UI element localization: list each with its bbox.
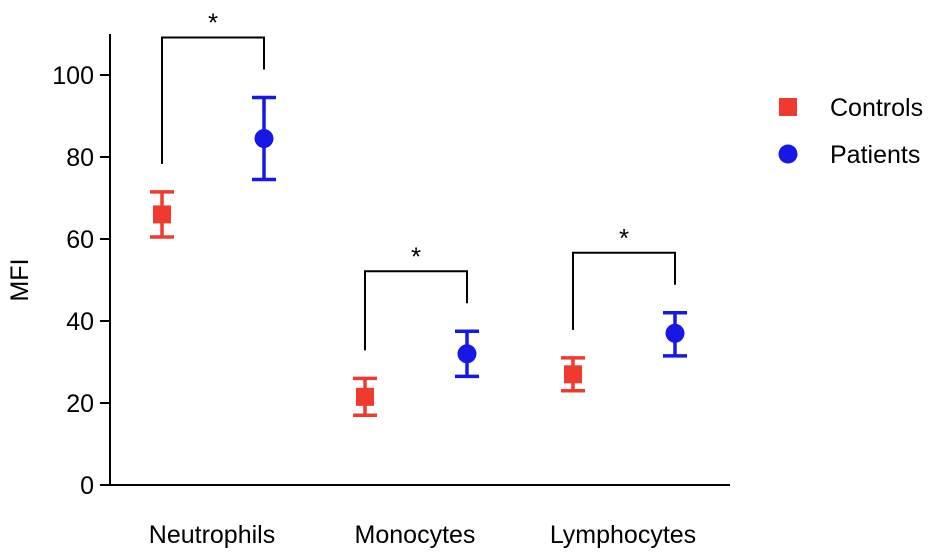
y-tick-label: 60	[66, 226, 94, 254]
legend-marker-square	[779, 98, 797, 116]
significance-bracket: *	[572, 223, 676, 330]
y-tick-label: 80	[66, 144, 94, 172]
series-patients	[252, 95, 687, 379]
series-controls	[150, 190, 585, 418]
data-point-square	[356, 387, 374, 406]
legend-marker-circle	[778, 144, 798, 164]
data-series	[150, 95, 687, 418]
y-tick-label: 40	[66, 308, 94, 336]
data-point-circle	[254, 129, 274, 149]
data-point-circle	[457, 344, 477, 364]
bracket-line	[161, 36, 265, 164]
legend-label: Patients	[830, 141, 920, 169]
legend-item-patients: Patients	[778, 141, 920, 169]
significance-star: *	[411, 241, 421, 271]
data-point-square	[564, 365, 582, 384]
axes: 0 20 40 60 80 100 Neutrophils Monocytes Lymphocy…	[52, 34, 730, 549]
significance-brackets: * * *	[161, 8, 676, 351]
y-tick-label: 20	[66, 390, 94, 418]
y-tick-label: 100	[52, 62, 94, 90]
significance-bracket: *	[161, 8, 265, 164]
legend-label: Controls	[830, 94, 923, 122]
bracket-line	[572, 251, 676, 330]
bracket-line	[364, 270, 468, 351]
y-axis-title: MFI	[6, 258, 34, 301]
x-category-label: Monocytes	[355, 521, 476, 549]
significance-star: *	[208, 8, 218, 38]
significance-star: *	[619, 223, 629, 253]
significance-bracket: *	[364, 241, 468, 351]
data-point-circle	[665, 323, 685, 343]
legend-item-controls: Controls	[779, 94, 923, 122]
y-tick-label: 0	[80, 472, 94, 500]
legend: Controls Patients	[778, 94, 923, 169]
x-category-label: Neutrophils	[149, 521, 275, 549]
data-point-square	[153, 205, 171, 224]
x-category-label: Lymphocytes	[550, 521, 696, 549]
